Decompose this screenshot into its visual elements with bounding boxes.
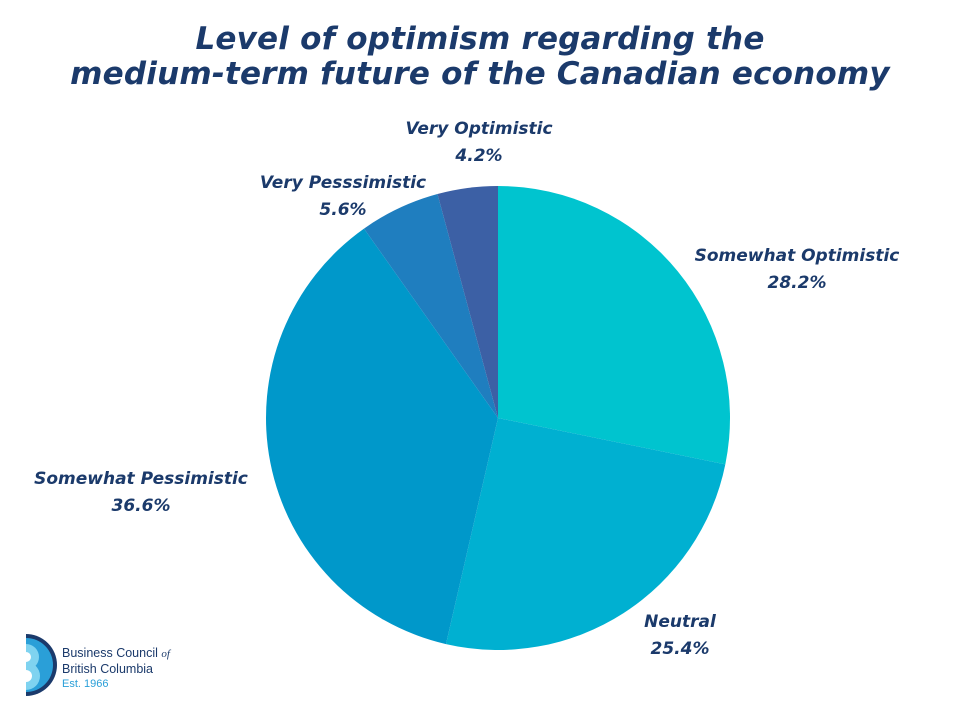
label-somewhat-pessimistic: Somewhat Pessimistic 36.6%: [34, 466, 248, 520]
chart-title-line-1: Level of optimism regarding the: [195, 21, 765, 57]
logo-line-2: British Columbia: [62, 662, 154, 676]
pie-slice-very-pesssimistic: [364, 194, 498, 418]
logo-line-1: Business Council: [62, 646, 158, 660]
bcbc-logo: Business Council of British Columbia Est…: [22, 632, 222, 698]
label-very-optimistic-value: 4.2%: [455, 146, 503, 166]
label-somewhat-pessimistic-name: Somewhat Pessimistic: [34, 469, 248, 489]
label-somewhat-pessimistic-value: 36.6%: [111, 496, 171, 516]
label-neutral-name: Neutral: [644, 612, 716, 632]
bcbc-logo-text: Business Council of British Columbia Est…: [62, 646, 170, 692]
label-very-optimistic: Very Optimistic 4.2%: [405, 116, 552, 170]
pie-slice-somewhat-pessimistic: [265, 228, 498, 645]
chart-title-line-2: medium-term future of the Canadian econo…: [70, 56, 890, 92]
chart-title: Level of optimism regarding the medium-t…: [0, 22, 960, 92]
bcbc-logo-mark: [26, 634, 57, 696]
logo-est: Est. 1966: [62, 678, 109, 690]
label-somewhat-optimistic-value: 28.2%: [767, 273, 827, 293]
label-very-pessimistic-value: 5.6%: [319, 200, 367, 220]
label-very-pessimistic: Very Pesssimistic 5.6%: [260, 170, 426, 224]
pie-slice-very-optimistic: [437, 186, 498, 418]
label-somewhat-optimistic-name: Somewhat Optimistic: [694, 246, 900, 266]
label-neutral-value: 25.4%: [650, 639, 710, 659]
label-very-pessimistic-name: Very Pesssimistic: [259, 173, 427, 193]
label-neutral: Neutral 25.4%: [644, 609, 716, 663]
label-somewhat-optimistic: Somewhat Optimistic 28.2%: [695, 243, 900, 297]
label-very-optimistic-name: Very Optimistic: [405, 119, 553, 139]
pie-slice-somewhat-optimistic: [498, 186, 731, 465]
pie-slice-neutral: [445, 418, 726, 651]
logo-of: of: [161, 648, 170, 660]
